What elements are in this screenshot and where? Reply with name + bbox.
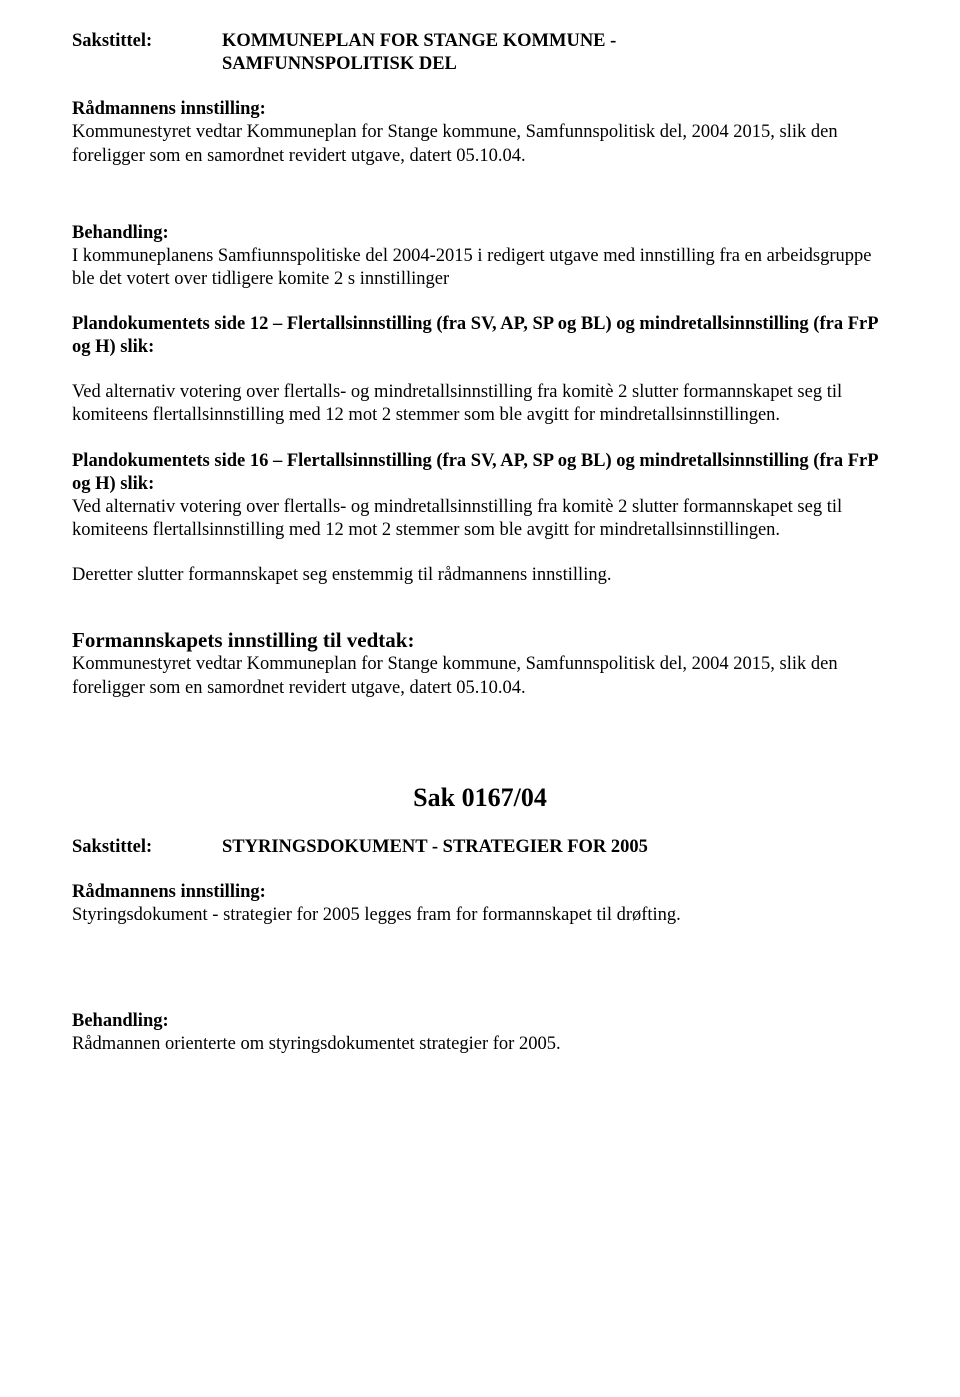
vedtak-body: Kommunestyret vedtar Kommuneplan for Sta…	[72, 653, 888, 699]
radmann-heading-2: Rådmannens innstilling:	[72, 881, 888, 904]
behandling-body-2: Rådmannen orienterte om styringsdokument…	[72, 1033, 888, 1056]
sakstittel-title-2: STYRINGSDOKUMENT - STRATEGIER FOR 2005	[222, 836, 648, 859]
plan12-body: Ved alternativ votering over flertalls- …	[72, 381, 888, 427]
title-line2: SAMFUNNSPOLITISK DEL	[222, 53, 616, 76]
sak-heading: Sak 0167/04	[72, 782, 888, 815]
radmann-body-2: Styringsdokument - strategier for 2005 l…	[72, 904, 888, 927]
sakstittel-row-2: Sakstittel: STYRINGSDOKUMENT - STRATEGIE…	[72, 836, 888, 859]
behandling-heading-1: Behandling:	[72, 222, 888, 245]
plan16-body: Ved alternativ votering over flertalls- …	[72, 496, 888, 542]
plan16-bold: Plandokumentets side 16 – Flertallsinnst…	[72, 450, 888, 496]
plan12-bold: Plandokumentets side 12 – Flertallsinnst…	[72, 313, 888, 359]
behandling-body-1: I kommuneplanens Samfiunnspolitiske del …	[72, 245, 888, 291]
sakstittel-title-1: KOMMUNEPLAN FOR STANGE KOMMUNE - SAMFUNN…	[222, 30, 616, 76]
vedtak-heading: Formannskapets innstilling til vedtak:	[72, 627, 888, 653]
sakstittel-label-1: Sakstittel:	[72, 30, 222, 76]
sakstittel-row-1: Sakstittel: KOMMUNEPLAN FOR STANGE KOMMU…	[72, 30, 888, 76]
behandling-heading-2: Behandling:	[72, 1010, 888, 1033]
title-line1: KOMMUNEPLAN FOR STANGE KOMMUNE -	[222, 30, 616, 53]
sakstittel-label-2: Sakstittel:	[72, 836, 222, 859]
radmann-body-1: Kommunestyret vedtar Kommuneplan for Sta…	[72, 121, 888, 167]
deretter-text: Deretter slutter formannskapet seg enste…	[72, 564, 888, 587]
radmann-heading-1: Rådmannens innstilling:	[72, 98, 888, 121]
